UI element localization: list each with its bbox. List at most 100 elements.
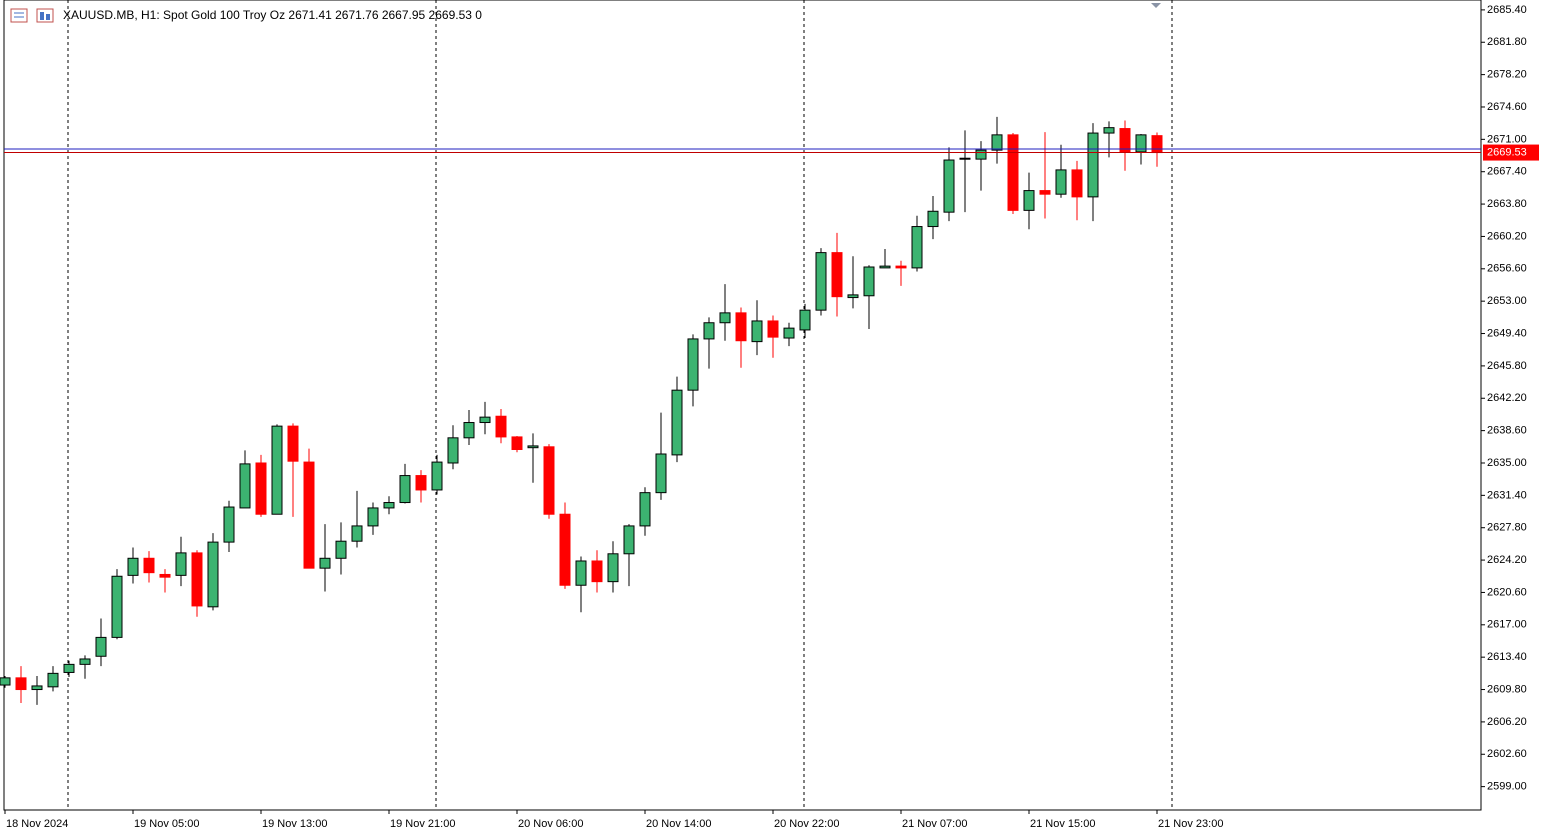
x-tick-label: 20 Nov 06:00 — [518, 818, 583, 830]
candle-body — [271, 425, 283, 515]
y-tick-label: 2649.40 — [1487, 327, 1527, 339]
price-label: 2669.53 — [1487, 146, 1527, 158]
candle-body — [527, 445, 539, 449]
candle-body — [575, 560, 587, 586]
candle-body — [735, 312, 747, 342]
candle-body — [847, 294, 859, 299]
x-tick-label: 21 Nov 23:00 — [1158, 818, 1223, 830]
y-tick-label: 2627.80 — [1487, 522, 1527, 534]
candle-body — [815, 252, 827, 311]
x-tick-label: 20 Nov 22:00 — [774, 818, 839, 830]
candle-body — [111, 575, 123, 638]
candle-body — [831, 252, 843, 298]
candle-body — [447, 437, 459, 464]
candle-body — [47, 672, 59, 688]
shift-marker — [1151, 3, 1161, 8]
candle-body — [943, 159, 955, 213]
y-tick-label: 2663.80 — [1487, 198, 1527, 210]
candle-body — [639, 492, 651, 527]
candle-body — [543, 446, 555, 515]
y-tick-label: 2681.80 — [1487, 36, 1527, 48]
candle-body — [655, 453, 667, 494]
y-tick-label: 2620.60 — [1487, 586, 1527, 598]
candle-body — [879, 265, 891, 269]
x-tick-label: 21 Nov 15:00 — [1030, 818, 1095, 830]
candle-body — [351, 525, 363, 542]
x-tick-label: 21 Nov 07:00 — [902, 818, 967, 830]
x-tick-label: 19 Nov 13:00 — [262, 818, 327, 830]
y-tick-label: 2660.20 — [1487, 230, 1527, 242]
candle-body — [751, 320, 763, 343]
x-tick-label: 20 Nov 14:00 — [646, 818, 711, 830]
y-tick-label: 2678.20 — [1487, 69, 1527, 81]
candle-body — [431, 461, 443, 491]
candle-body — [511, 436, 523, 451]
y-tick-label: 2609.80 — [1487, 683, 1527, 695]
candle-body — [687, 338, 699, 391]
candle-body — [991, 134, 1003, 151]
y-tick-label: 2602.60 — [1487, 748, 1527, 760]
y-tick-label: 2653.00 — [1487, 295, 1527, 307]
price-label-box — [1483, 144, 1539, 161]
candle-body — [1023, 190, 1035, 211]
candle-body — [1071, 169, 1083, 198]
candle-body — [1135, 134, 1147, 153]
candle-body — [303, 461, 315, 569]
day-separators — [67, 0, 1173, 810]
candle-body — [127, 557, 139, 576]
candle-body — [495, 415, 507, 438]
candle-body — [31, 685, 43, 691]
candle-body — [367, 507, 379, 527]
candle-body — [463, 422, 475, 439]
y-tick-label: 2671.00 — [1487, 133, 1527, 145]
candle-body — [767, 320, 779, 338]
candle-body — [223, 506, 235, 543]
candle-body — [671, 389, 683, 456]
x-tick-label: 19 Nov 05:00 — [134, 818, 199, 830]
toolbar-icons — [10, 8, 54, 23]
candle-body — [399, 475, 411, 504]
plot-frame — [3, 0, 1482, 811]
candle-body — [1119, 128, 1131, 153]
candle-body — [159, 573, 171, 578]
candle-body — [911, 226, 923, 269]
candle-body — [863, 266, 875, 297]
y-tick-label: 2631.40 — [1487, 489, 1527, 501]
candle-body — [1103, 127, 1115, 134]
y-tick-label: 2667.40 — [1487, 166, 1527, 178]
candle-body — [1039, 190, 1051, 195]
candle-body — [895, 265, 907, 269]
candle-body — [1055, 169, 1067, 195]
candle-body — [287, 425, 299, 462]
candle-body — [319, 557, 331, 569]
x-tick-label: 19 Nov 21:00 — [390, 818, 455, 830]
y-tick-label: 2617.00 — [1487, 619, 1527, 631]
candle-body — [0, 677, 11, 686]
candle-body — [255, 462, 267, 515]
candle-body — [175, 552, 187, 576]
candle-body — [959, 157, 971, 160]
candle-body — [383, 502, 395, 509]
candle-body — [927, 210, 939, 228]
x-tick-label: 18 Nov 2024 — [6, 818, 68, 830]
icon — [36, 8, 54, 23]
candle-body — [591, 560, 603, 583]
candle-body — [191, 552, 203, 607]
y-tick-label: 2638.60 — [1487, 425, 1527, 437]
candle-body — [95, 636, 107, 657]
candle-body — [207, 541, 219, 608]
candle-body — [479, 416, 491, 424]
candle-body — [63, 663, 75, 673]
y-tick-label: 2599.00 — [1487, 781, 1527, 793]
candle-body — [335, 540, 347, 559]
icon — [40, 12, 44, 20]
candle-body — [79, 658, 91, 665]
y-tick-label: 2624.20 — [1487, 554, 1527, 566]
y-tick-label: 2674.60 — [1487, 101, 1527, 113]
candle-body — [1151, 135, 1163, 154]
candle-body — [799, 309, 811, 331]
y-tick-label: 2656.60 — [1487, 263, 1527, 275]
candle-body — [607, 553, 619, 583]
